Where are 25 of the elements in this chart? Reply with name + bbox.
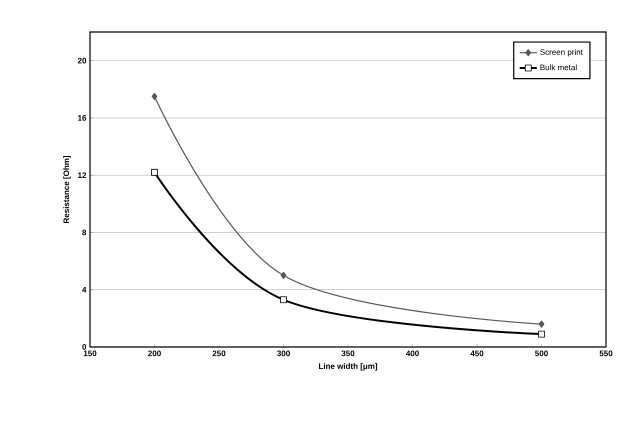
y-tick-label: 4 xyxy=(82,286,86,292)
x-tick-label: 300 xyxy=(277,350,290,356)
x-tick-label: 200 xyxy=(148,350,161,356)
x-tick-label: 500 xyxy=(535,350,548,356)
y-axis-title: Resistance [Ohm] xyxy=(63,156,71,223)
x-tick-label: 400 xyxy=(406,350,419,356)
x-axis-title: Line width [μm] xyxy=(318,363,378,371)
y-tick-label: 20 xyxy=(78,58,86,64)
x-tick-label: 150 xyxy=(84,350,96,356)
point xyxy=(152,92,158,100)
y-tick-label: 8 xyxy=(82,230,86,236)
point xyxy=(280,296,287,304)
point xyxy=(538,330,545,338)
x-tick-label: 550 xyxy=(600,350,612,356)
point xyxy=(151,168,158,176)
legend-label: Bulk metal xyxy=(540,64,577,70)
y-tick-label: 0 xyxy=(82,344,86,350)
legend-label: Screen print xyxy=(540,49,583,57)
x-tick-label: 450 xyxy=(470,350,484,356)
x-tick-label: 350 xyxy=(342,350,354,356)
point xyxy=(538,320,544,328)
y-tick-label: 16 xyxy=(78,115,86,121)
point xyxy=(280,272,286,280)
x-tick-label: 250 xyxy=(212,350,226,356)
y-tick-label: 12 xyxy=(78,172,86,178)
